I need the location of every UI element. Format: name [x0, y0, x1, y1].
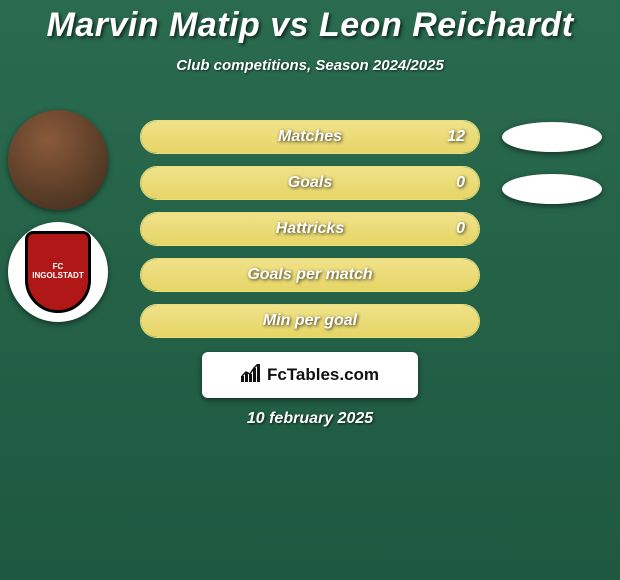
bar-value: 0: [456, 220, 465, 238]
vs-separator: vs: [270, 6, 309, 44]
club-badge-text: FC INGOLSTADT: [28, 263, 88, 281]
player2-oval-1: [502, 122, 602, 152]
avatars-column: FC INGOLSTADT: [8, 110, 108, 334]
player1-avatar: [8, 110, 108, 210]
chart-bars-icon: [241, 364, 263, 387]
bar-goals-per-match: Goals per match: [140, 258, 480, 292]
footer-date: 10 february 2025: [0, 410, 620, 428]
logo-text: FcTables.com: [267, 365, 379, 385]
bar-matches: Matches 12: [140, 120, 480, 154]
player2-name: Leon Reichardt: [319, 6, 573, 44]
logo: FcTables.com: [241, 364, 379, 387]
player1-name: Marvin Matip: [46, 6, 260, 44]
bar-label: Min per goal: [141, 312, 479, 330]
subtitle: Club competitions, Season 2024/2025: [0, 57, 620, 74]
club-badge: FC INGOLSTADT: [25, 231, 91, 313]
bar-label: Goals: [141, 174, 479, 192]
bar-goals: Goals 0: [140, 166, 480, 200]
right-ovals-column: [502, 122, 602, 226]
page-title: Marvin Matip vs Leon Reichardt: [0, 0, 620, 45]
bar-value: 0: [456, 174, 465, 192]
bar-hattricks: Hattricks 0: [140, 212, 480, 246]
bar-label: Goals per match: [141, 266, 479, 284]
logo-box: FcTables.com: [202, 352, 418, 398]
player2-oval-2: [502, 174, 602, 204]
bar-label: Matches: [141, 128, 479, 146]
club-badge-avatar: FC INGOLSTADT: [8, 222, 108, 322]
stat-bars: Matches 12 Goals 0 Hattricks 0 Goals per…: [140, 120, 480, 350]
bar-min-per-goal: Min per goal: [140, 304, 480, 338]
bar-value: 12: [447, 128, 465, 146]
bar-label: Hattricks: [141, 220, 479, 238]
